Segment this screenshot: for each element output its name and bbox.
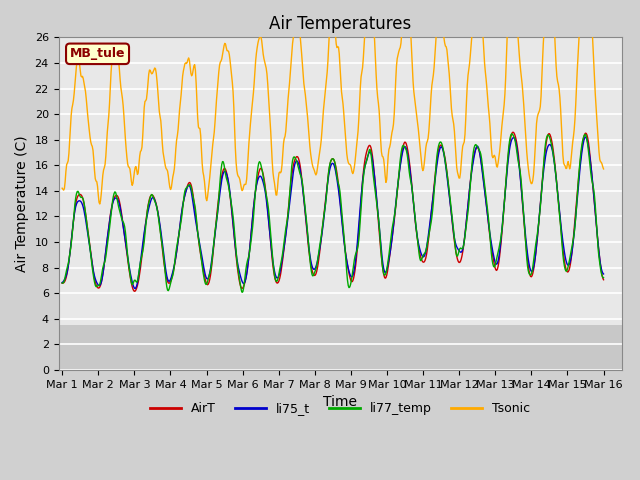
Bar <box>58 325 621 370</box>
Text: MB_tule: MB_tule <box>70 48 125 60</box>
Legend: AirT, li75_t, li77_temp, Tsonic: AirT, li75_t, li77_temp, Tsonic <box>145 397 535 420</box>
X-axis label: Time: Time <box>323 396 357 409</box>
Title: Air Temperatures: Air Temperatures <box>269 15 411 33</box>
Y-axis label: Air Temperature (C): Air Temperature (C) <box>15 135 29 272</box>
